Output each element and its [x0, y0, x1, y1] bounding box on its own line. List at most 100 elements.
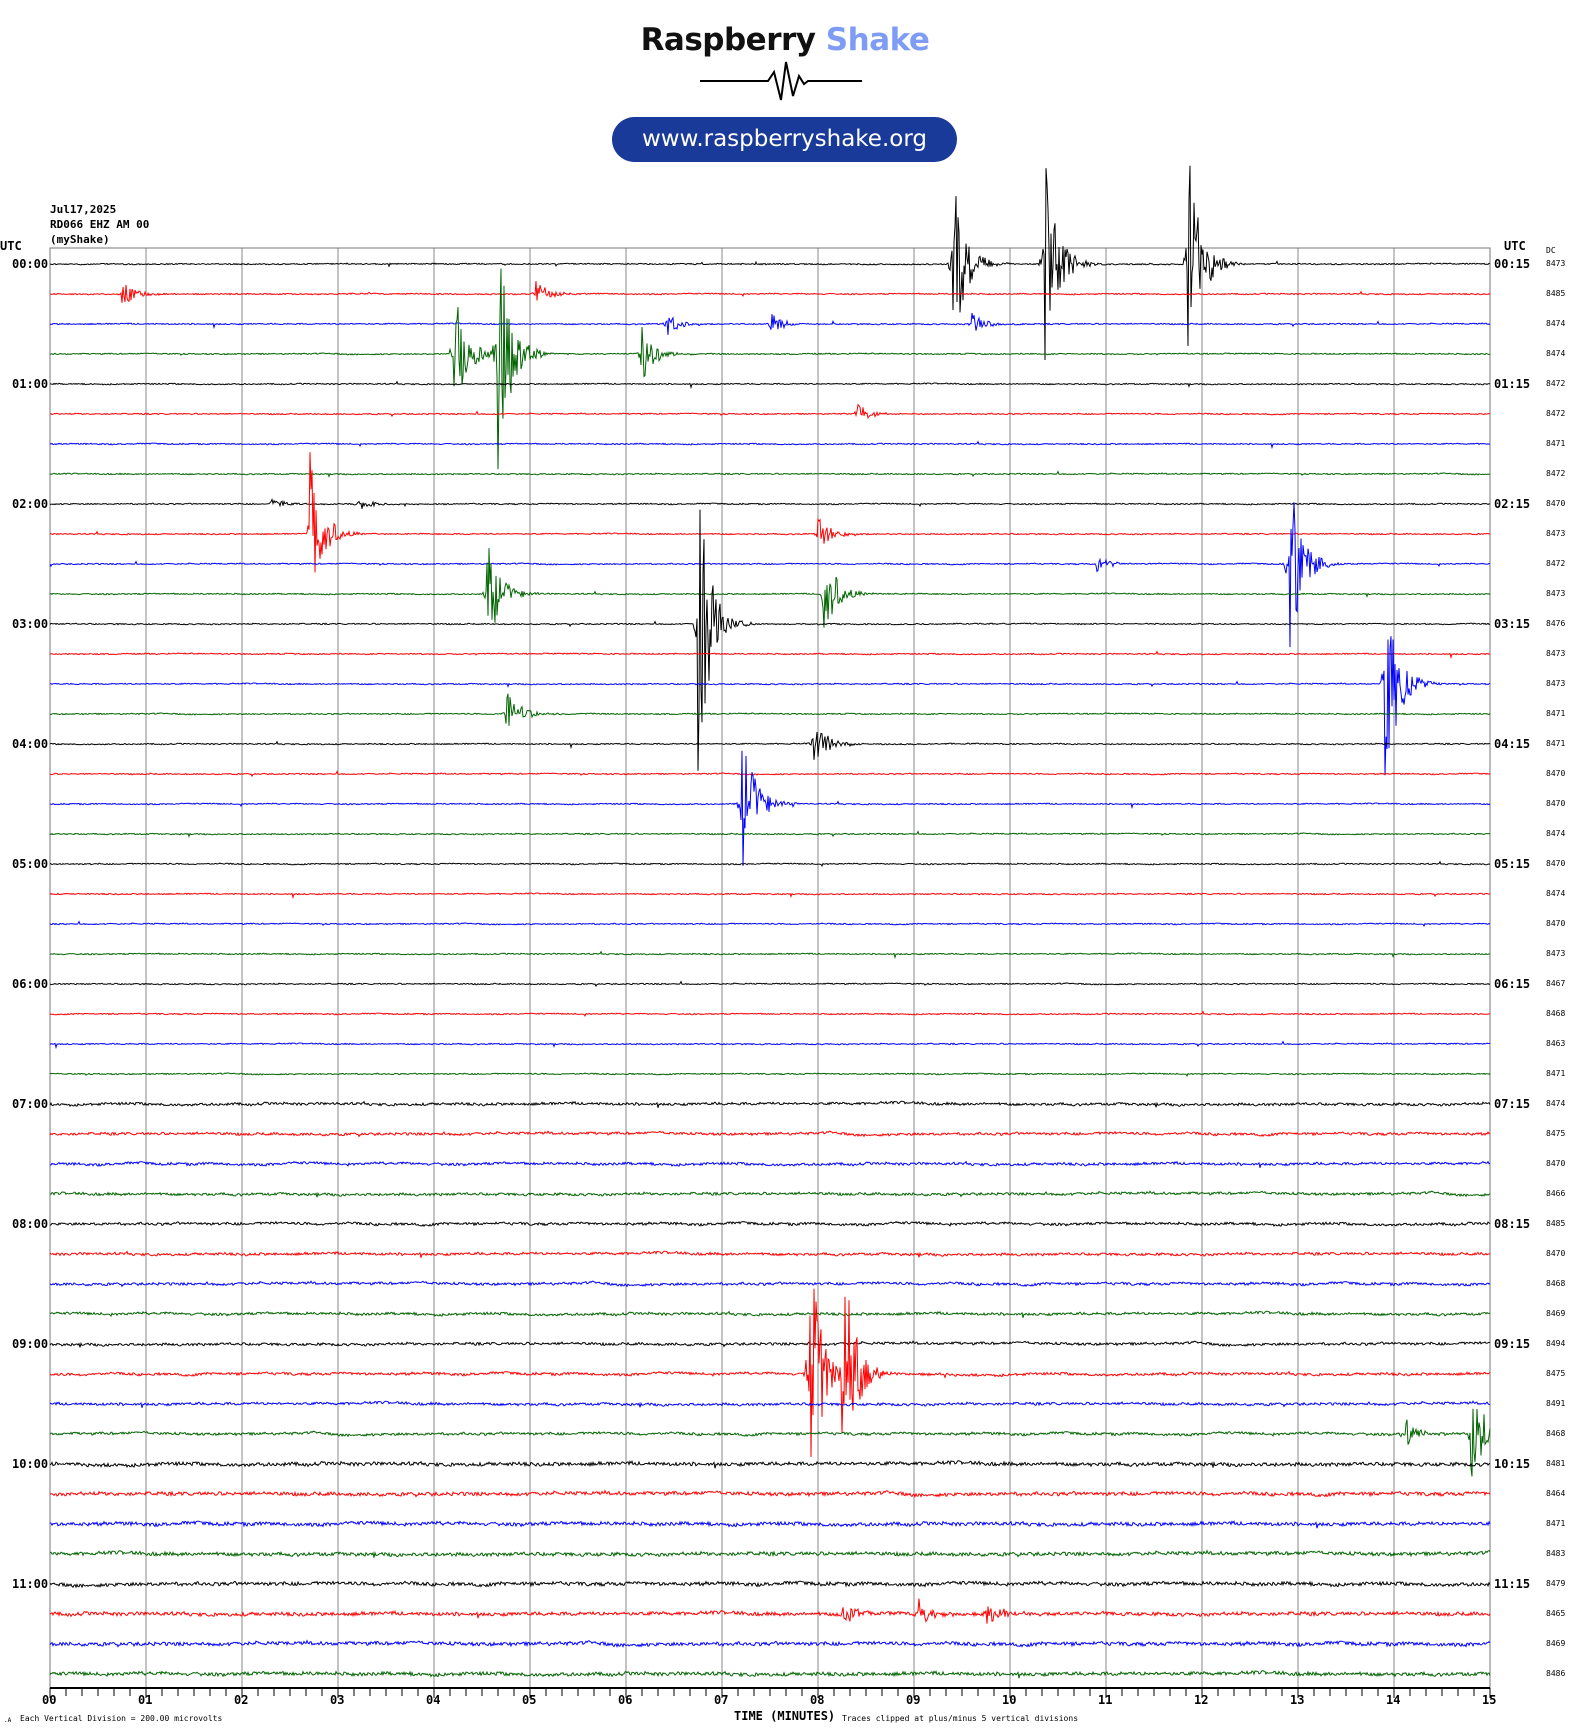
dc-value: 8470 [1546, 919, 1566, 928]
seismic-trace [49, 1160, 1491, 1168]
dc-value: 8474 [1546, 349, 1566, 358]
left-time-label: 04:00 [12, 737, 49, 751]
right-time-label: 04:15 [1494, 737, 1531, 751]
dc-value: 8483 [1546, 1549, 1566, 1558]
seismic-trace [49, 1489, 1491, 1498]
x-tick-label: 09 [906, 1693, 921, 1707]
seismic-trace [49, 650, 1491, 660]
seismic-trace [50, 731, 1491, 760]
dc-value: 8471 [1546, 1519, 1566, 1528]
left-time-label: 03:00 [12, 617, 49, 631]
dc-value: 8473 [1546, 259, 1566, 268]
seismic-trace [49, 268, 1491, 470]
seismic-trace [49, 498, 1491, 509]
right-time-label: 08:15 [1494, 1217, 1531, 1231]
seismic-trace [49, 1460, 1491, 1469]
right-utc-title: UTC [1504, 239, 1526, 253]
dc-value: 8467 [1546, 979, 1566, 988]
dc-value: 8470 [1546, 499, 1566, 508]
seismic-trace [49, 509, 1491, 771]
seismic-trace [49, 1310, 1491, 1318]
dc-value: 8470 [1546, 1249, 1566, 1258]
x-tick-label: 02 [234, 1693, 249, 1707]
scale-note: Each Vertical Division = 200.00 microvol… [20, 1714, 223, 1723]
dc-value: 8469 [1546, 1639, 1566, 1648]
left-time-label: 10:00 [12, 1457, 49, 1471]
dc-value: 8473 [1546, 529, 1566, 538]
seismic-trace [49, 1250, 1491, 1258]
dc-value: 8468 [1546, 1429, 1566, 1438]
dc-value: 8476 [1546, 619, 1566, 628]
dc-value: 8479 [1546, 1579, 1566, 1588]
seismic-trace [49, 380, 1491, 390]
network-label: (myShake) [50, 233, 110, 246]
right-time-label: 02:15 [1494, 497, 1531, 511]
seismic-trace [49, 1408, 1491, 1477]
seismic-trace [49, 1010, 1490, 1017]
dc-value: 8472 [1546, 409, 1566, 418]
seismic-trace [49, 830, 1491, 838]
website-link[interactable]: www.raspberryshake.org [612, 117, 957, 162]
dc-value: 8468 [1546, 1279, 1566, 1288]
seismic-trace [49, 452, 1491, 573]
seismic-trace [49, 470, 1490, 478]
left-time-label: 05:00 [12, 857, 49, 871]
seismic-trace [49, 1288, 1491, 1458]
date-label: Jul17,2025 [50, 203, 117, 216]
station-label: RD066 EHZ AM 00 [50, 218, 150, 231]
seismic-trace [49, 1100, 1491, 1108]
dc-value: 8472 [1546, 559, 1566, 568]
seismic-trace [49, 693, 1491, 726]
right-time-label: 00:15 [1494, 257, 1531, 271]
dc-value: 8491 [1546, 1399, 1566, 1408]
dc-value: 8470 [1546, 859, 1566, 868]
dc-value: 8481 [1546, 1459, 1566, 1468]
dc-value: 8468 [1546, 1009, 1566, 1018]
seismic-trace [49, 892, 1491, 900]
dc-value: 8474 [1546, 829, 1566, 838]
left-time-label: 07:00 [12, 1097, 49, 1111]
raspberry-shake-logo: Raspberry Shake [0, 22, 1570, 58]
seismic-trace [49, 403, 1491, 420]
seismic-trace [49, 1549, 1491, 1558]
seismic-trace [49, 1190, 1491, 1198]
x-tick-label: 12 [1194, 1693, 1209, 1707]
dc-value: 8485 [1546, 289, 1566, 298]
seismic-trace [49, 1639, 1491, 1648]
x-tick-label: 15 [1482, 1693, 1497, 1707]
right-time-label: 03:15 [1494, 617, 1531, 631]
right-time-label: 09:15 [1494, 1337, 1531, 1351]
x-tick-label: 10 [1002, 1693, 1017, 1707]
seismic-trace [49, 1520, 1491, 1529]
seismic-trace [49, 636, 1491, 776]
dc-value: 8485 [1546, 1219, 1566, 1228]
seismic-trace [49, 1040, 1491, 1050]
x-tick-label: 06 [618, 1693, 633, 1707]
right-time-label: 07:15 [1494, 1097, 1531, 1111]
clip-note: Traces clipped at plus/minus 5 vertical … [842, 1714, 1079, 1723]
dc-value: 8470 [1546, 769, 1566, 778]
right-time-label: 10:15 [1494, 1457, 1531, 1471]
seismic-trace [49, 770, 1491, 778]
x-tick-label: 01 [138, 1693, 153, 1707]
left-time-label: 11:00 [12, 1577, 49, 1591]
left-time-label: 09:00 [12, 1337, 49, 1351]
right-time-label: 11:15 [1494, 1577, 1531, 1591]
seismic-trace [49, 1340, 1491, 1348]
seismic-trace [49, 1280, 1491, 1288]
seismic-trace [49, 1400, 1490, 1408]
dc-value: 8473 [1546, 649, 1566, 658]
seismic-trace [49, 920, 1491, 927]
dc-value: 8474 [1546, 889, 1566, 898]
dc-value: 8472 [1546, 379, 1566, 388]
seismic-trace [49, 980, 1491, 988]
left-time-label: 02:00 [12, 497, 49, 511]
x-tick-label: 03 [330, 1693, 345, 1707]
dc-value: 8470 [1546, 1159, 1566, 1168]
left-time-label: 06:00 [12, 977, 49, 991]
dc-value: 8463 [1546, 1039, 1566, 1048]
x-tick-label: 07 [714, 1693, 729, 1707]
seismic-trace [49, 548, 1491, 628]
dc-value: 8471 [1546, 1069, 1566, 1078]
